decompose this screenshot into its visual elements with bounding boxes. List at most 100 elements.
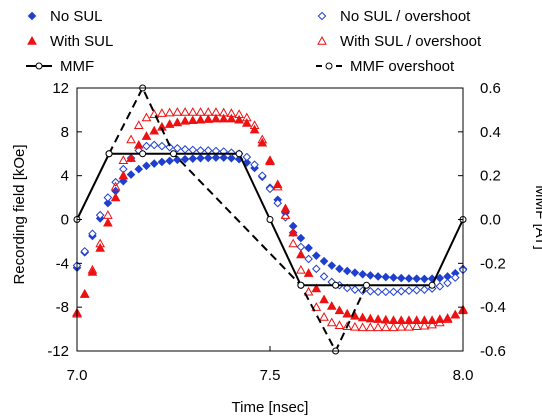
data-point xyxy=(241,118,252,127)
y-left-axis-title: Recording field [kOe] xyxy=(11,144,28,284)
y-right-tick-label: -0.2 xyxy=(480,255,506,272)
data-point xyxy=(195,107,206,116)
data-point xyxy=(358,269,367,279)
data-point xyxy=(180,154,190,164)
data-point xyxy=(211,107,221,116)
y-left-tick-label: 0 xyxy=(61,212,69,229)
data-point xyxy=(319,256,329,266)
data-point xyxy=(273,198,283,208)
data-point xyxy=(172,117,183,127)
data-point xyxy=(218,113,229,123)
data-point xyxy=(103,193,113,202)
data-point xyxy=(442,314,453,323)
data-point xyxy=(173,143,182,153)
x-tick-label: 7.0 xyxy=(67,367,88,384)
data-point xyxy=(297,281,305,289)
data-point xyxy=(227,153,236,163)
data-point xyxy=(450,273,460,282)
data-point xyxy=(412,285,421,295)
data-point xyxy=(288,238,299,248)
data-point xyxy=(226,108,237,117)
legend-label: With SUL / overshoot xyxy=(340,33,482,50)
data-point xyxy=(296,242,306,252)
data-point xyxy=(365,322,376,332)
data-point xyxy=(388,322,399,332)
x-axis-title: Time [nsec] xyxy=(232,399,309,416)
data-point xyxy=(373,314,383,323)
data-point xyxy=(142,141,151,151)
data-point xyxy=(404,274,414,283)
data-point xyxy=(105,150,113,158)
data-point xyxy=(203,107,214,116)
data-point xyxy=(312,264,321,274)
data-point xyxy=(164,107,175,117)
data-point xyxy=(170,150,177,158)
legend-label: MMF overshoot xyxy=(350,58,455,75)
y-right-tick-label: 0.0 xyxy=(480,212,501,229)
data-point xyxy=(427,319,437,329)
data-point xyxy=(373,272,383,281)
data-point xyxy=(180,115,190,125)
data-point xyxy=(326,301,337,310)
data-point xyxy=(118,155,129,165)
series-mmf xyxy=(73,150,467,289)
data-point xyxy=(334,305,345,315)
legend-marker xyxy=(317,11,327,21)
data-point xyxy=(257,134,268,144)
data-point xyxy=(203,153,213,163)
data-point xyxy=(180,145,190,154)
data-point xyxy=(164,119,175,128)
data-point xyxy=(332,281,340,289)
data-point xyxy=(272,181,283,191)
data-point xyxy=(335,264,344,274)
data-point xyxy=(157,108,167,117)
data-point xyxy=(227,148,236,157)
y-left-tick-label: -12 xyxy=(47,343,69,360)
data-point xyxy=(172,107,183,116)
data-point xyxy=(312,251,321,260)
data-point xyxy=(235,150,243,158)
data-point xyxy=(250,160,259,170)
data-point xyxy=(443,278,452,288)
data-point xyxy=(165,156,174,166)
data-point xyxy=(420,274,429,284)
legend-item: With SUL / overshoot xyxy=(317,33,482,50)
data-point xyxy=(87,264,98,274)
legend-marker xyxy=(27,35,37,45)
data-point xyxy=(80,246,90,256)
data-point xyxy=(142,161,151,171)
data-point xyxy=(419,320,430,330)
data-point xyxy=(435,282,445,291)
series-mmf-overshoot xyxy=(105,84,370,355)
data-point xyxy=(412,274,421,283)
data-point xyxy=(187,107,198,116)
data-point xyxy=(79,288,90,298)
data-point xyxy=(149,109,160,118)
data-point xyxy=(334,320,345,329)
data-point xyxy=(234,114,244,124)
data-point xyxy=(381,272,391,282)
data-point xyxy=(366,286,375,296)
data-point xyxy=(265,155,275,165)
series-with-sul-overshoot xyxy=(72,107,468,332)
legend-item: No SUL xyxy=(27,8,103,25)
data-point xyxy=(373,322,383,332)
legend-label: No SUL / overshoot xyxy=(340,8,471,25)
data-point xyxy=(103,210,113,219)
legend: No SUL With SUL MMF No SUL / overshoot With … xyxy=(26,8,482,75)
y-left-tick-label: -4 xyxy=(56,255,69,272)
data-point xyxy=(342,283,352,293)
data-point xyxy=(234,109,244,118)
y-left-tick-label: 8 xyxy=(61,124,69,141)
data-point xyxy=(350,268,360,277)
data-point xyxy=(396,286,406,296)
data-point xyxy=(257,171,267,180)
axes: 12 8 4 0 -4 -8 -12 0.6 0.4 0.2 0.0 -0.2 -0.4 -0.6 7.0 7… xyxy=(11,80,542,416)
data-point xyxy=(411,321,422,331)
y-right-tick-label: -0.4 xyxy=(480,299,506,316)
y-right-tick-label: 0.2 xyxy=(480,168,501,185)
data-point xyxy=(404,321,414,331)
data-point xyxy=(219,153,228,162)
legend-marker xyxy=(325,62,333,70)
data-point xyxy=(242,152,252,162)
